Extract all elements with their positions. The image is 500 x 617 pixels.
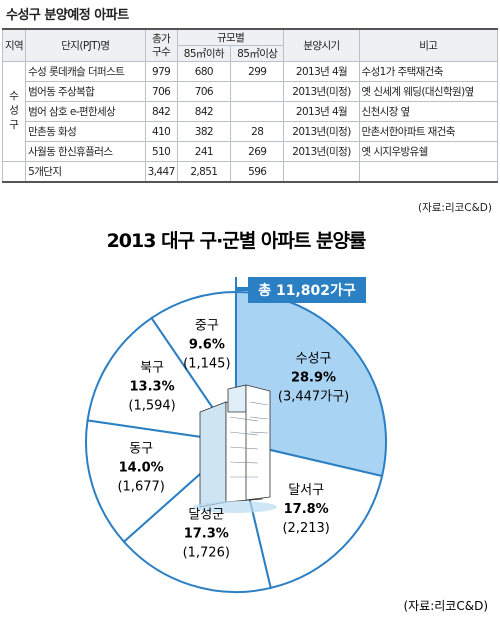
header-cell: 비고 xyxy=(358,28,499,62)
header-cell: 단지(PJT)명 xyxy=(25,28,146,62)
header-cell: 분양시기 xyxy=(283,28,360,62)
connector xyxy=(236,287,248,291)
slice-count: (3,447가구) xyxy=(278,389,349,404)
table-row: 사월동 한신휴플러스 510 241 269 2013년(미정) 옛 시지우방유쉘 xyxy=(3,141,499,162)
table-title: 수성구 분양예정 아파트 xyxy=(6,8,129,23)
table-row: 범어동 주상복합 706 706 2013년(미정) 옛 신세계 웨딩(대신학원)옆 xyxy=(3,81,499,102)
pie-slice xyxy=(86,316,239,444)
table-cell: 842 xyxy=(144,101,178,122)
slice-label: 중구 9.6% (1,145) xyxy=(183,318,230,371)
pie-slice xyxy=(150,290,237,446)
table-cell xyxy=(283,161,360,183)
table-row: 범어 삼호 e-편한세상 842 842 2013년 4월 신천시장 옆 xyxy=(3,101,499,122)
table-cell: 706 xyxy=(176,81,232,102)
total-label: 총 11,802가구 xyxy=(258,283,356,299)
table-cell xyxy=(230,81,285,102)
table-cell: 2013년 4월 xyxy=(283,61,360,82)
slice-name: 수성구 xyxy=(296,351,332,366)
table-cell: 2013년(미정) xyxy=(283,121,360,142)
region-cell: 수성구 xyxy=(1,61,27,162)
slice-label: 달서구 17.8% (2,213) xyxy=(282,483,329,536)
slice-label: 달성군 17.3% (1,726) xyxy=(183,507,230,560)
table-cell: 2013년 4월 xyxy=(283,101,360,122)
slice-count: (1,677) xyxy=(117,479,164,494)
table-cell: 269 xyxy=(230,141,285,162)
slice-percent: 28.9% xyxy=(291,370,336,385)
slice-percent: 14.0% xyxy=(119,460,164,475)
table-cell: 2013년(미정) xyxy=(283,81,360,102)
slice-percent: 17.8% xyxy=(284,502,329,517)
table-cell: 범어 삼호 e-편한세상 xyxy=(25,101,146,122)
table-cell: 979 xyxy=(144,61,178,82)
table-cell: 3,447 xyxy=(144,161,178,183)
slice-label: 동구 14.0% (1,677) xyxy=(117,441,164,494)
slice-name: 달성군 xyxy=(188,507,224,522)
slice-name: 동구 xyxy=(129,441,153,456)
slice-count: (1,726) xyxy=(183,545,230,560)
slice-label: 북구 13.3% (1,594) xyxy=(128,361,175,414)
table-cell: 680 xyxy=(176,61,232,82)
table-cell: 28 xyxy=(230,121,285,142)
header-cell: 규모별 xyxy=(176,28,285,46)
table-cell: 510 xyxy=(144,141,178,162)
header-cell: 지역 xyxy=(1,28,27,62)
table-cell: 수성1가 주택재건축 xyxy=(358,61,499,82)
table-cell: 2,851 xyxy=(176,161,232,183)
slice-count: (1,594) xyxy=(128,399,175,414)
table-cell: 수성 롯데캐슬 더퍼스트 xyxy=(25,61,146,82)
slice-name: 달서구 xyxy=(288,483,324,498)
blank-cell xyxy=(1,161,27,183)
header-cell: 총가구수 xyxy=(144,28,178,62)
table-cell xyxy=(230,101,285,122)
table-row: 만촌동 화성 410 382 28 2013년(미정) 만촌서한아파트 재건축 xyxy=(3,121,499,142)
chart: 2013 대구 구·군별 아파트 분양률 총 11,802가구 (자료:리코C&… xyxy=(85,230,488,613)
slice-percent: 13.3% xyxy=(130,380,175,395)
slice-percent: 9.6% xyxy=(189,337,225,352)
table-cell: 옛 시지우방유쉘 xyxy=(358,141,499,162)
table-cell: 사월동 한신휴플러스 xyxy=(25,141,146,162)
table-row: 수성구 수성 롯데캐슬 더퍼스트 979 680 299 2013년 4월 수성1가 주택재… xyxy=(1,61,499,162)
building-icon xyxy=(193,384,277,513)
slice-count: (2,213) xyxy=(282,521,329,536)
pie-slice xyxy=(234,440,384,590)
slice-name: 중구 xyxy=(195,318,219,333)
table-cell: 2013년(미정) xyxy=(283,141,360,162)
table-cell: 5개단지 xyxy=(25,161,146,183)
header-cell: 85㎡이하 xyxy=(176,45,232,62)
chart-source: (자료:리코C&D) xyxy=(403,599,488,613)
table-cell: 842 xyxy=(176,101,232,122)
slice-count: (1,145) xyxy=(183,356,230,371)
table-cell xyxy=(358,161,499,183)
table-cell: 382 xyxy=(176,121,232,142)
total-box xyxy=(248,277,366,303)
chart-title: 2013 대구 구·군별 아파트 분양률 xyxy=(107,230,366,252)
table-cell: 241 xyxy=(176,141,232,162)
table-cell: 옛 신세계 웨딩(대신학원)옆 xyxy=(358,81,499,102)
slice-percent: 17.3% xyxy=(184,526,229,541)
table-cell: 596 xyxy=(230,161,285,183)
table-cell: 만촌서한아파트 재건축 xyxy=(358,121,499,142)
header-cell: 85㎡이상 xyxy=(230,45,285,62)
table-cell: 410 xyxy=(144,121,178,142)
table-cell: 706 xyxy=(144,81,178,102)
slice-label: 수성구 28.9% (3,447가구) xyxy=(278,351,349,404)
table: 지역 단지(PJT)명 총가구수 규모별 분양시기 비고 85㎡이하 85㎡이상… xyxy=(1,28,499,183)
table-cell: 신천시장 옆 xyxy=(358,101,499,122)
table-cell: 299 xyxy=(230,61,285,82)
table-source: (자료:리코C&D) xyxy=(418,202,492,214)
table-cell: 만촌동 화성 xyxy=(25,121,146,142)
pie-slice xyxy=(85,419,239,544)
table-cell: 범어동 주상복합 xyxy=(25,81,146,102)
table-row: 5개단지 3,447 2,851 596 xyxy=(1,161,499,183)
slice-name: 북구 xyxy=(140,361,164,376)
